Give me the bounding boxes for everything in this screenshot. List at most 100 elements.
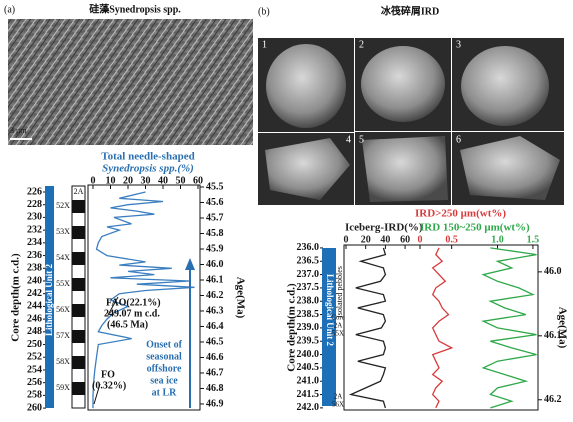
y-tick-label: 242.0: [297, 402, 320, 413]
series-title: Iceberg-IRD(%): [345, 222, 423, 234]
annotation: (46.5 Ma): [107, 319, 148, 330]
y2-tick-label: 46.4: [206, 321, 224, 332]
x-tick-label: 20: [361, 234, 371, 245]
arrow: [93, 383, 101, 405]
core-label: 52X: [56, 201, 70, 210]
y2-tick-label: 45.6: [206, 197, 224, 208]
y-tick-label: 237.0: [297, 269, 320, 280]
panel-label: (a): [4, 4, 15, 15]
y-tick-label: 256: [27, 377, 42, 388]
core-block: [72, 252, 85, 265]
x-tick-label: 40: [158, 175, 168, 186]
annotation: FAO(22.1%): [106, 297, 161, 308]
y-tick-label: 236.5: [297, 256, 320, 267]
x-tick-label: 20: [123, 175, 133, 186]
image-title: 硅藻Synedropsis spp.: [89, 2, 181, 15]
y-tick-label: 258: [27, 390, 42, 401]
core-label: 56X: [332, 401, 344, 409]
y2-tick-label: 45.7: [206, 212, 224, 223]
annotation: offshore: [147, 363, 182, 374]
lithology-unit: Lithological Unit 2: [44, 264, 54, 337]
y-tick-label: 242: [27, 288, 42, 299]
core-label: 59X: [56, 383, 70, 392]
y-tick-label: 241.5: [297, 389, 320, 400]
core-label: 58X: [56, 357, 70, 366]
core-label: 2A: [334, 393, 343, 401]
y2-tick-label: 46.1: [544, 330, 562, 341]
x-tick-label: 1.5: [527, 234, 540, 245]
core-label: 54X: [56, 253, 70, 262]
y-tick-label: 228: [27, 199, 42, 210]
core-block: [72, 278, 85, 291]
y-tick-label: 232: [27, 224, 42, 235]
y2-axis-label: Age(Ma): [234, 277, 246, 319]
annotation: sea ice: [150, 375, 178, 386]
x-tick-label: 50: [176, 175, 186, 186]
core-label: 55X: [332, 330, 344, 338]
x-axis-title: Synedropsis spp.(%): [102, 163, 194, 175]
y-tick-label: 237.5: [297, 282, 320, 293]
image-number: 4: [346, 134, 351, 145]
y-tick-label: 230: [27, 212, 42, 223]
arrow-head: [185, 258, 195, 270]
image-number: 2: [359, 39, 364, 50]
core-label: 56X: [56, 305, 70, 314]
annotation: at LR: [152, 387, 178, 398]
y2-tick-label: 45.5: [206, 181, 224, 192]
annotation: Onset of: [146, 339, 183, 350]
series-line: [481, 247, 537, 409]
image-number: 3: [456, 39, 461, 50]
core-block: [72, 226, 85, 239]
arrow: [107, 296, 119, 316]
y-axis-label: Core depth(m c.d.): [10, 253, 22, 342]
lithology-bar: [45, 186, 54, 408]
plot-frame: [87, 184, 201, 411]
y-tick-label: 238.0: [297, 296, 320, 307]
core-column: [71, 185, 86, 409]
hole-label: 2A: [74, 187, 84, 196]
y-tick-label: 239.5: [297, 336, 320, 347]
series-line: [92, 191, 195, 409]
core-block: [72, 382, 85, 395]
x-tick-label: 30: [141, 175, 151, 186]
y-tick-label: 260: [27, 402, 42, 413]
y2-tick-label: 46.6: [206, 352, 224, 363]
y2-tick-label: 46.1: [206, 274, 224, 285]
annotation: FO: [101, 369, 115, 380]
x-tick-label: 60: [400, 234, 410, 245]
y-tick-label: 238.5: [297, 309, 320, 320]
image-number: 6: [456, 134, 461, 145]
core-block: [72, 356, 85, 369]
core-block: [72, 200, 85, 213]
core-block: [72, 304, 85, 317]
y-tick-label: 240: [27, 275, 42, 286]
image-number: 5: [359, 134, 364, 145]
x-tick-label: 40: [380, 234, 390, 245]
scale-label: 3 μm: [10, 126, 27, 135]
y-tick-label: 234: [27, 237, 42, 248]
lithology-unit: Lithological Unit 2: [325, 274, 335, 347]
y2-tick-label: 46.3: [206, 305, 224, 316]
x-tick-label: 0: [344, 234, 349, 245]
y2-tick-label: 46.8: [206, 383, 224, 394]
y-tick-label: 246: [27, 313, 42, 324]
x-axis-title: Total needle-shaped: [101, 151, 194, 163]
y-tick-label: 236: [27, 250, 42, 261]
y-axis-label: Core depth(m c.d.): [286, 283, 298, 372]
core-label: 53X: [56, 227, 70, 236]
panel-label: (b): [258, 6, 270, 17]
series-line: [431, 247, 454, 409]
image-title: 冰筏碎屑IRD: [381, 4, 439, 17]
y2-tick-label: 45.9: [206, 243, 224, 254]
series-title: IRD 150~250 μm(wt%): [420, 222, 530, 234]
y-tick-label: 254: [27, 364, 42, 375]
lithology-bar: [322, 248, 336, 406]
x-tick-label: 0: [418, 234, 423, 245]
y2-tick-label: 46.9: [206, 398, 224, 409]
x-tick-label: 10: [106, 175, 116, 186]
plot-frame: [343, 244, 539, 411]
y-tick-label: 248: [27, 326, 42, 337]
y-tick-label: 241.0: [297, 376, 320, 387]
y-tick-label: 240.5: [297, 362, 320, 373]
